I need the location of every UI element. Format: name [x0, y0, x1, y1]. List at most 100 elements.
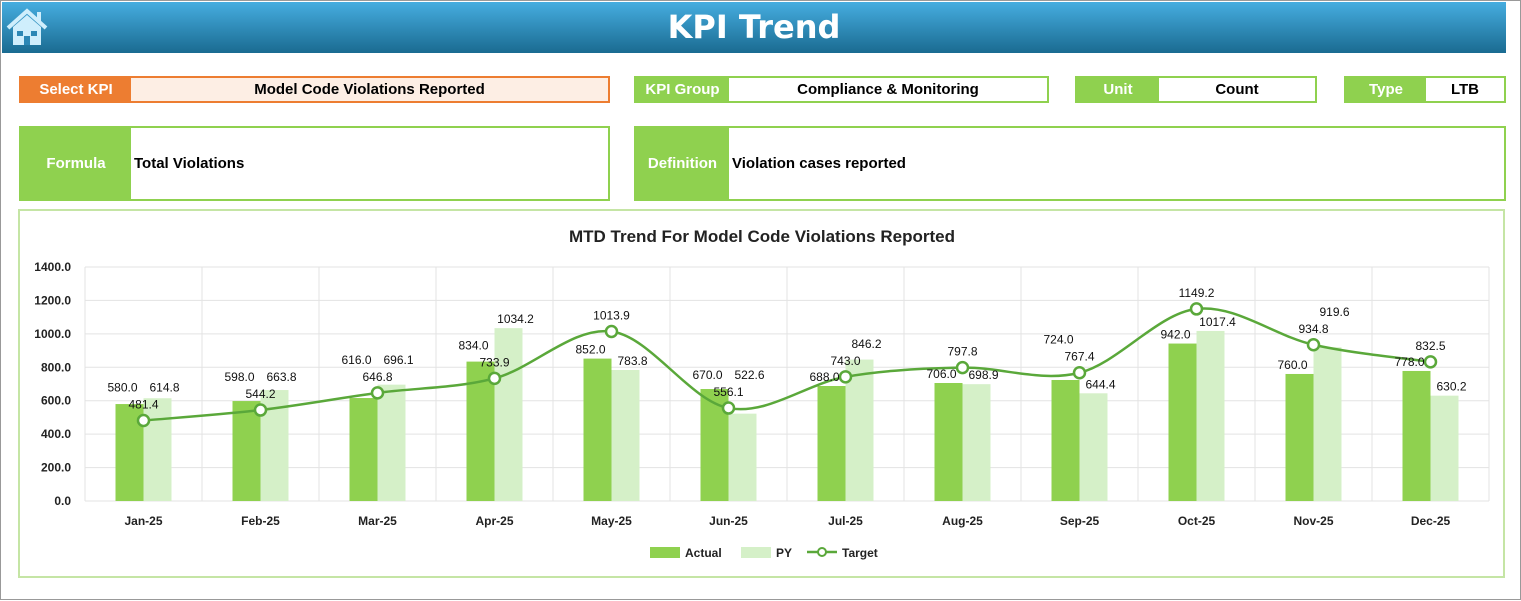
target-marker	[721, 401, 736, 415]
x-tick-label: Aug-25	[942, 514, 983, 528]
actual-data-label: 616.0	[341, 353, 371, 367]
py-data-label: 522.6	[734, 368, 764, 382]
home-icon[interactable]	[6, 8, 48, 46]
select-kpi-field: Select KPI Model Code Violations Reporte…	[19, 76, 610, 103]
actual-bar	[583, 358, 612, 501]
formula-field: Formula Total Violations	[19, 126, 610, 201]
definition-label: Definition	[636, 128, 729, 199]
py-data-label: 1034.2	[497, 312, 534, 326]
x-tick-label: Oct-25	[1178, 514, 1216, 528]
actual-data-label: 778.0	[1394, 355, 1424, 369]
target-data-label: 832.5	[1415, 339, 1445, 353]
legend-target-marker	[817, 547, 827, 557]
target-data-label: 646.8	[362, 370, 392, 384]
py-bar	[494, 328, 523, 501]
target-data-label: 934.8	[1298, 322, 1328, 336]
py-bar	[1313, 347, 1342, 501]
py-data-label: 846.2	[851, 337, 881, 351]
actual-bar	[466, 361, 495, 501]
target-marker	[955, 360, 970, 375]
x-tick-label: Mar-25	[358, 514, 397, 528]
target-data-label: 1149.2	[1179, 286, 1215, 300]
kpi-group-value: Compliance & Monitoring	[729, 78, 1047, 101]
target-marker	[487, 371, 502, 386]
actual-data-label: 598.0	[224, 370, 254, 384]
actual-bar	[1402, 370, 1431, 501]
py-data-label: 614.8	[149, 381, 179, 395]
legend-actual-label: Actual	[685, 546, 722, 560]
target-marker	[370, 386, 385, 400]
kpi-group-label: KPI Group	[636, 78, 729, 101]
py-data-label: 663.8	[266, 370, 296, 384]
py-bar	[728, 413, 757, 501]
formula-value: Total Violations	[131, 128, 608, 199]
legend-actual-swatch	[650, 547, 680, 558]
actual-data-label: 942.0	[1160, 328, 1190, 342]
target-marker	[1189, 302, 1204, 316]
actual-data-label: 670.0	[692, 368, 722, 382]
target-data-label: 481.4	[128, 398, 158, 412]
unit-value: Count	[1159, 78, 1315, 101]
target-marker	[253, 403, 268, 417]
target-data-label: 797.8	[947, 345, 977, 359]
x-tick-label: Jun-25	[709, 514, 748, 528]
actual-bar	[1285, 373, 1314, 501]
y-tick-label: 800.0	[41, 360, 71, 374]
py-data-label: 1017.4	[1199, 315, 1236, 329]
y-tick-label: 1000.0	[34, 327, 71, 341]
target-marker	[136, 413, 151, 428]
y-tick-label: 1200.0	[34, 293, 71, 307]
py-bar	[1079, 393, 1108, 501]
chart-title: MTD Trend For Model Code Violations Repo…	[569, 227, 955, 246]
py-bar	[1430, 395, 1459, 501]
page-title: KPI Trend	[667, 8, 841, 46]
py-bar	[611, 369, 640, 501]
py-bar	[143, 398, 172, 501]
py-bar	[377, 384, 406, 501]
select-kpi-dropdown[interactable]: Model Code Violations Reported	[131, 78, 608, 101]
type-field: Type LTB	[1344, 76, 1506, 103]
select-kpi-label: Select KPI	[21, 78, 131, 101]
py-data-label: 783.8	[617, 354, 647, 368]
legend-py-label: PY	[776, 546, 792, 560]
target-data-label: 743.0	[830, 354, 860, 368]
target-data-label: 556.1	[713, 385, 743, 399]
header-bar: KPI Trend	[2, 2, 1506, 53]
x-tick-label: Jul-25	[828, 514, 863, 528]
py-data-label: 696.1	[383, 353, 413, 367]
py-bar	[845, 359, 874, 501]
actual-bar	[817, 386, 846, 501]
py-data-label: 698.9	[968, 368, 998, 382]
actual-data-label: 852.0	[575, 343, 605, 357]
actual-data-label: 580.0	[107, 381, 137, 395]
y-tick-label: 600.0	[41, 394, 71, 408]
actual-data-label: 760.0	[1277, 358, 1307, 372]
x-tick-label: Nov-25	[1293, 514, 1333, 528]
legend-target-label: Target	[842, 546, 878, 560]
y-tick-label: 0.0	[54, 494, 71, 508]
formula-label: Formula	[21, 128, 131, 199]
target-marker	[1306, 338, 1321, 352]
target-marker	[604, 324, 619, 339]
x-tick-label: Feb-25	[241, 514, 280, 528]
type-value: LTB	[1426, 78, 1504, 101]
target-marker	[838, 370, 853, 384]
py-bar	[1196, 330, 1225, 501]
py-data-label: 630.2	[1436, 380, 1466, 394]
y-tick-label: 1400.0	[34, 260, 71, 274]
x-tick-label: May-25	[591, 514, 632, 528]
actual-data-label: 834.0	[458, 338, 488, 352]
actual-bar	[1168, 343, 1197, 501]
kpi-group-field: KPI Group Compliance & Monitoring	[634, 76, 1049, 103]
actual-bar	[934, 382, 963, 501]
definition-value: Violation cases reported	[729, 128, 1504, 199]
target-marker	[1423, 355, 1438, 369]
legend-py-swatch	[741, 547, 771, 558]
target-data-label: 767.4	[1064, 350, 1094, 364]
actual-bar	[232, 401, 261, 501]
actual-data-label: 688.0	[809, 370, 839, 384]
target-data-label: 1013.9	[593, 309, 630, 323]
py-data-label: 644.4	[1085, 377, 1115, 391]
py-data-label: 919.6	[1319, 305, 1349, 319]
